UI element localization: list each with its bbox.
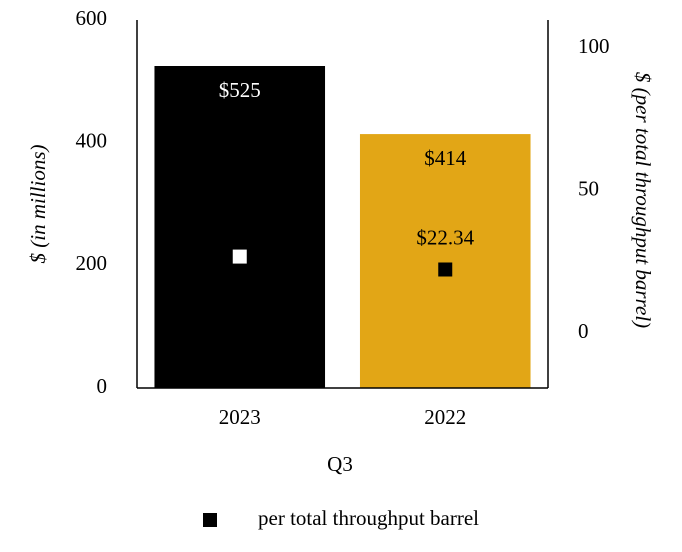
y-axis-title: $ (in millions): [26, 144, 50, 263]
y-tick-label: 400: [76, 128, 108, 152]
y-tick-label: 600: [76, 6, 108, 30]
bar-value-label: $414: [424, 146, 467, 170]
point-value-label: $22.34: [416, 225, 474, 249]
point-marker: [438, 262, 453, 277]
bar: [154, 66, 326, 388]
point-marker: [232, 249, 247, 264]
y2-tick-label: 50: [578, 176, 599, 200]
y-tick-label: 0: [97, 374, 108, 398]
y2-axis-title: $ (per total throughput barrel): [631, 72, 655, 328]
legend-label: per total throughput barrel: [258, 506, 479, 530]
y2-tick-label: 100: [578, 34, 610, 58]
x-tick-label: 2022: [424, 405, 466, 429]
x-tick-label: 2023: [219, 405, 261, 429]
point-value-label: $26.87: [211, 212, 269, 236]
bar-value-label: $525: [219, 78, 261, 102]
x-axis-title: Q3: [327, 452, 353, 476]
y2-tick-label: 0: [578, 319, 589, 343]
y-tick-label: 200: [76, 251, 108, 275]
legend-marker: [203, 513, 217, 527]
bar: [359, 134, 531, 388]
